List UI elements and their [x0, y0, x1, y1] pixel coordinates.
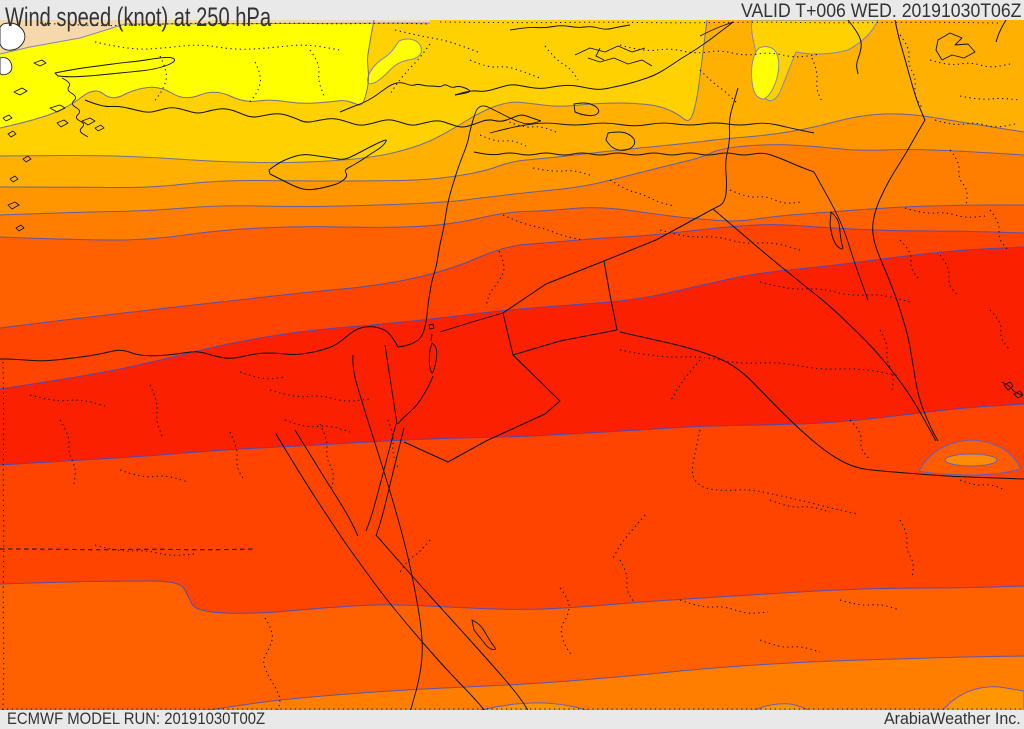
svg-text:ECMWF MODEL RUN: 20191030T00Z: ECMWF MODEL RUN: 20191030T00Z: [7, 710, 265, 728]
svg-text:Wind speed (knot) at 250 hPa: Wind speed (knot) at 250 hPa: [5, 2, 272, 33]
svg-text:VALID T+006 WED. 20191030T06Z: VALID T+006 WED. 20191030T06Z: [741, 0, 1021, 21]
svg-text:ArabiaWeather Inc.: ArabiaWeather Inc.: [884, 710, 1021, 728]
